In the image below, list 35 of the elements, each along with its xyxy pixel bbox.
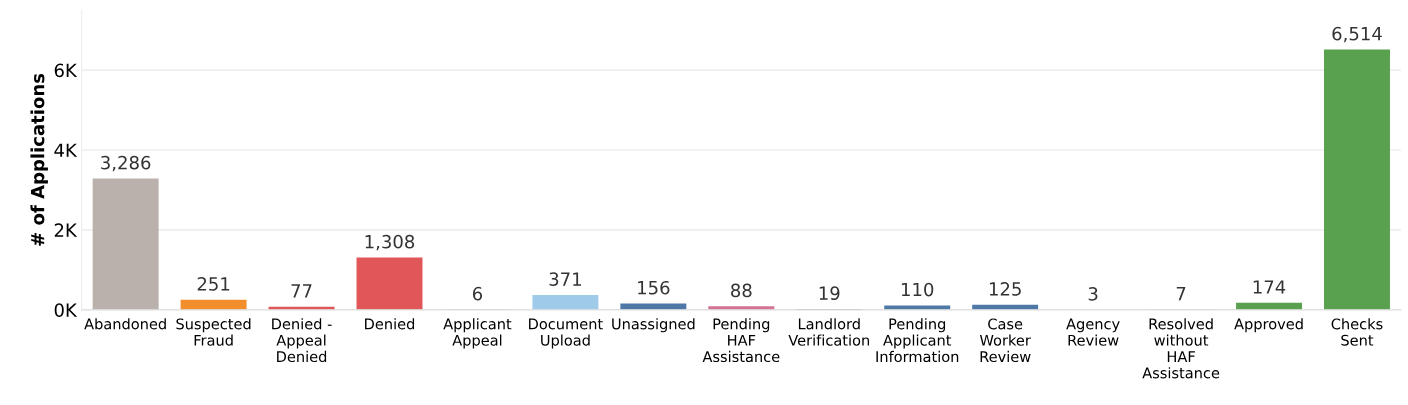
data-label: 88	[731, 283, 752, 298]
data-label: 174	[1253, 280, 1286, 294]
y-tick-label: 6K	[54, 63, 78, 78]
x-tick-label: Unassigned	[612, 318, 695, 333]
x-tick-label: Denied	[365, 318, 415, 330]
data-label: 371	[549, 272, 581, 286]
x-tick-label: Pending HAF Assistance	[702, 318, 780, 363]
data-label: 125	[989, 282, 1021, 296]
data-label: 156	[638, 280, 670, 295]
y-tick-label: 2K	[54, 223, 78, 237]
data-label: 1,308	[365, 234, 415, 251]
data-label: 7	[1176, 287, 1186, 301]
x-tick-label: Applicant Appeal	[443, 318, 512, 349]
x-tick-label: Approved	[1234, 318, 1303, 333]
data-label: 19	[819, 286, 840, 301]
data-label: 110	[901, 282, 934, 297]
data-label: 6,514	[1332, 26, 1382, 43]
y-tick-label: 4K	[54, 143, 78, 157]
data-label: 3	[1088, 286, 1098, 301]
x-tick-label: Checks Sent	[1331, 318, 1383, 346]
x-tick-label: Case Worker Review	[979, 318, 1031, 363]
x-tick-label: Abandoned	[84, 318, 166, 330]
x-tick-label: Resolved without HAF Assistance	[1142, 318, 1220, 379]
x-tick-label: Suspected Fraud	[176, 318, 251, 346]
x-tick-label: Pending Applicant Information	[876, 318, 959, 363]
data-label: 3,286	[101, 155, 151, 172]
x-tick-label: Denied - Appeal Denied	[272, 318, 332, 363]
x-tick-label: Agency Review	[1066, 318, 1120, 346]
data-label: 6	[472, 286, 483, 301]
data-label: 251	[197, 277, 230, 291]
x-tick-label: Document Upload	[529, 318, 603, 349]
y-axis-title: # of Applications	[30, 73, 48, 246]
x-tick-label: Landlord Verification	[788, 318, 869, 346]
y-tick-label: 0K	[54, 303, 78, 317]
data-label: 77	[291, 284, 312, 298]
